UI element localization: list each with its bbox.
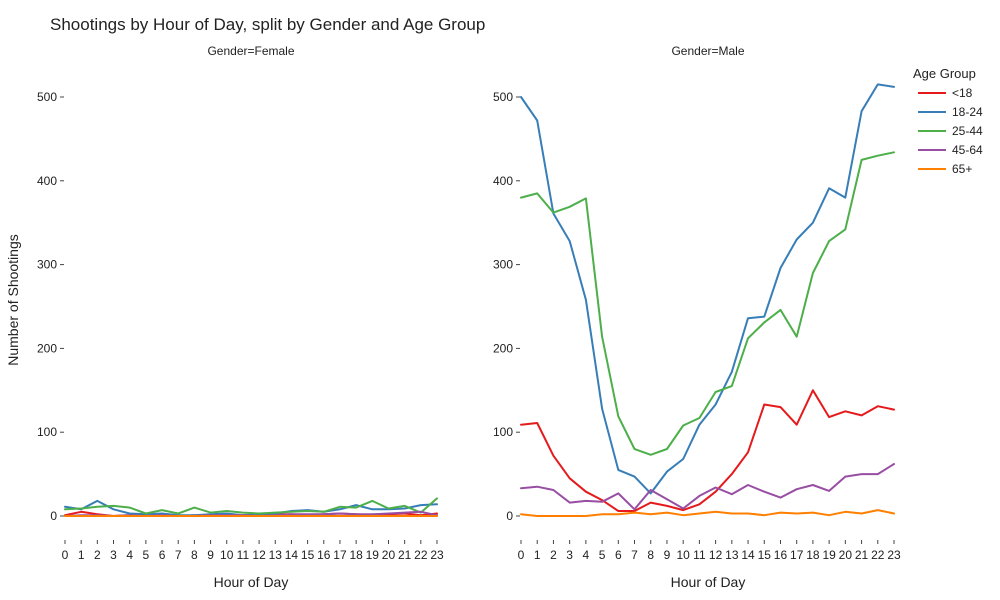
x-tick-label: 22: [871, 548, 885, 562]
x-tick-label: 19: [822, 548, 836, 562]
x-tick-label: 8: [647, 548, 654, 562]
x-tick-label: 2: [94, 548, 101, 562]
x-tick-label: 15: [301, 548, 315, 562]
legend-label: <18: [952, 86, 973, 100]
x-tick-label: 12: [252, 548, 266, 562]
x-tick-label: 19: [366, 548, 380, 562]
x-tick-label: 22: [414, 548, 428, 562]
x-tick-label: 4: [583, 548, 590, 562]
y-tick-label: 400: [493, 174, 513, 188]
chart-title: Shootings by Hour of Day, split by Gende…: [50, 15, 485, 34]
x-tick-label: 8: [191, 548, 198, 562]
series-line-65: [520, 509, 895, 517]
x-tick-label: 17: [333, 548, 347, 562]
x-tick-label: 1: [534, 548, 541, 562]
y-axis-title: Number of Shootings: [5, 234, 21, 366]
x-tick-label: 12: [709, 548, 723, 562]
x-tick-label: 11: [693, 548, 706, 562]
y-tick-label: 300: [493, 258, 513, 272]
y-tick-label: 100: [37, 425, 57, 439]
legend-label: 25-44: [952, 124, 983, 138]
x-tick-label: 7: [631, 548, 638, 562]
x-tick-label: 15: [758, 548, 772, 562]
series-line-18-24: [520, 83, 895, 495]
x-tick-label: 4: [126, 548, 133, 562]
series-line-25-44: [64, 497, 438, 515]
x-tick-label: 3: [110, 548, 117, 562]
x-tick-label: 14: [741, 548, 755, 562]
x-tick-label: 10: [220, 548, 234, 562]
x-tick-label: 6: [615, 548, 622, 562]
legend-label: 18-24: [952, 105, 983, 119]
x-tick-label: 3: [566, 548, 573, 562]
x-tick-label: 10: [676, 548, 690, 562]
x-tick-label: 14: [285, 548, 299, 562]
x-tick-label: 5: [143, 548, 150, 562]
y-tick-label: 200: [37, 341, 57, 355]
x-axis-title-female: Hour of Day: [214, 574, 289, 590]
series-line-25-44: [520, 151, 895, 456]
x-tick-label: 17: [790, 548, 804, 562]
facet-title-female: Gender=Female: [207, 44, 294, 58]
y-tick-label: 100: [493, 425, 513, 439]
x-tick-label: 9: [664, 548, 671, 562]
x-tick-label: 0: [62, 548, 69, 562]
x-tick-label: 1: [78, 548, 85, 562]
x-tick-label: 5: [599, 548, 606, 562]
x-tick-label: 9: [207, 548, 214, 562]
x-tick-label: 21: [398, 548, 412, 562]
x-tick-label: 23: [430, 548, 444, 562]
legend: Age Group <18 18-24 25-44 45-64 65+: [913, 66, 983, 176]
series-line-18: [520, 389, 895, 512]
x-tick-label: 13: [269, 548, 283, 562]
legend-title: Age Group: [913, 66, 976, 81]
legend-label: 45-64: [952, 143, 983, 157]
x-axis-title-male: Hour of Day: [671, 574, 746, 590]
x-tick-label: 0: [518, 548, 525, 562]
y-tick-label: 300: [37, 258, 57, 272]
x-tick-label: 20: [839, 548, 853, 562]
y-tick-label: 400: [37, 174, 57, 188]
y-tick-label: 200: [493, 341, 513, 355]
x-tick-label: 18: [349, 548, 363, 562]
x-tick-label: 13: [725, 548, 739, 562]
x-tick-label: 6: [159, 548, 166, 562]
x-tick-label: 16: [317, 548, 331, 562]
y-tick-label: 0: [50, 509, 57, 523]
series-line-45-64: [520, 463, 895, 511]
x-tick-label: 23: [887, 548, 901, 562]
x-tick-label: 21: [855, 548, 869, 562]
y-tick-label: 0: [506, 509, 513, 523]
legend-label: 65+: [952, 162, 972, 176]
x-tick-label: 2: [550, 548, 557, 562]
x-tick-label: 11: [237, 548, 250, 562]
facet-title-male: Gender=Male: [671, 44, 744, 58]
x-tick-label: 16: [774, 548, 788, 562]
x-tick-label: 7: [175, 548, 182, 562]
y-tick-label: 500: [37, 90, 57, 104]
x-tick-label: 20: [382, 548, 396, 562]
x-tick-label: 18: [806, 548, 820, 562]
y-tick-label: 500: [493, 90, 513, 104]
